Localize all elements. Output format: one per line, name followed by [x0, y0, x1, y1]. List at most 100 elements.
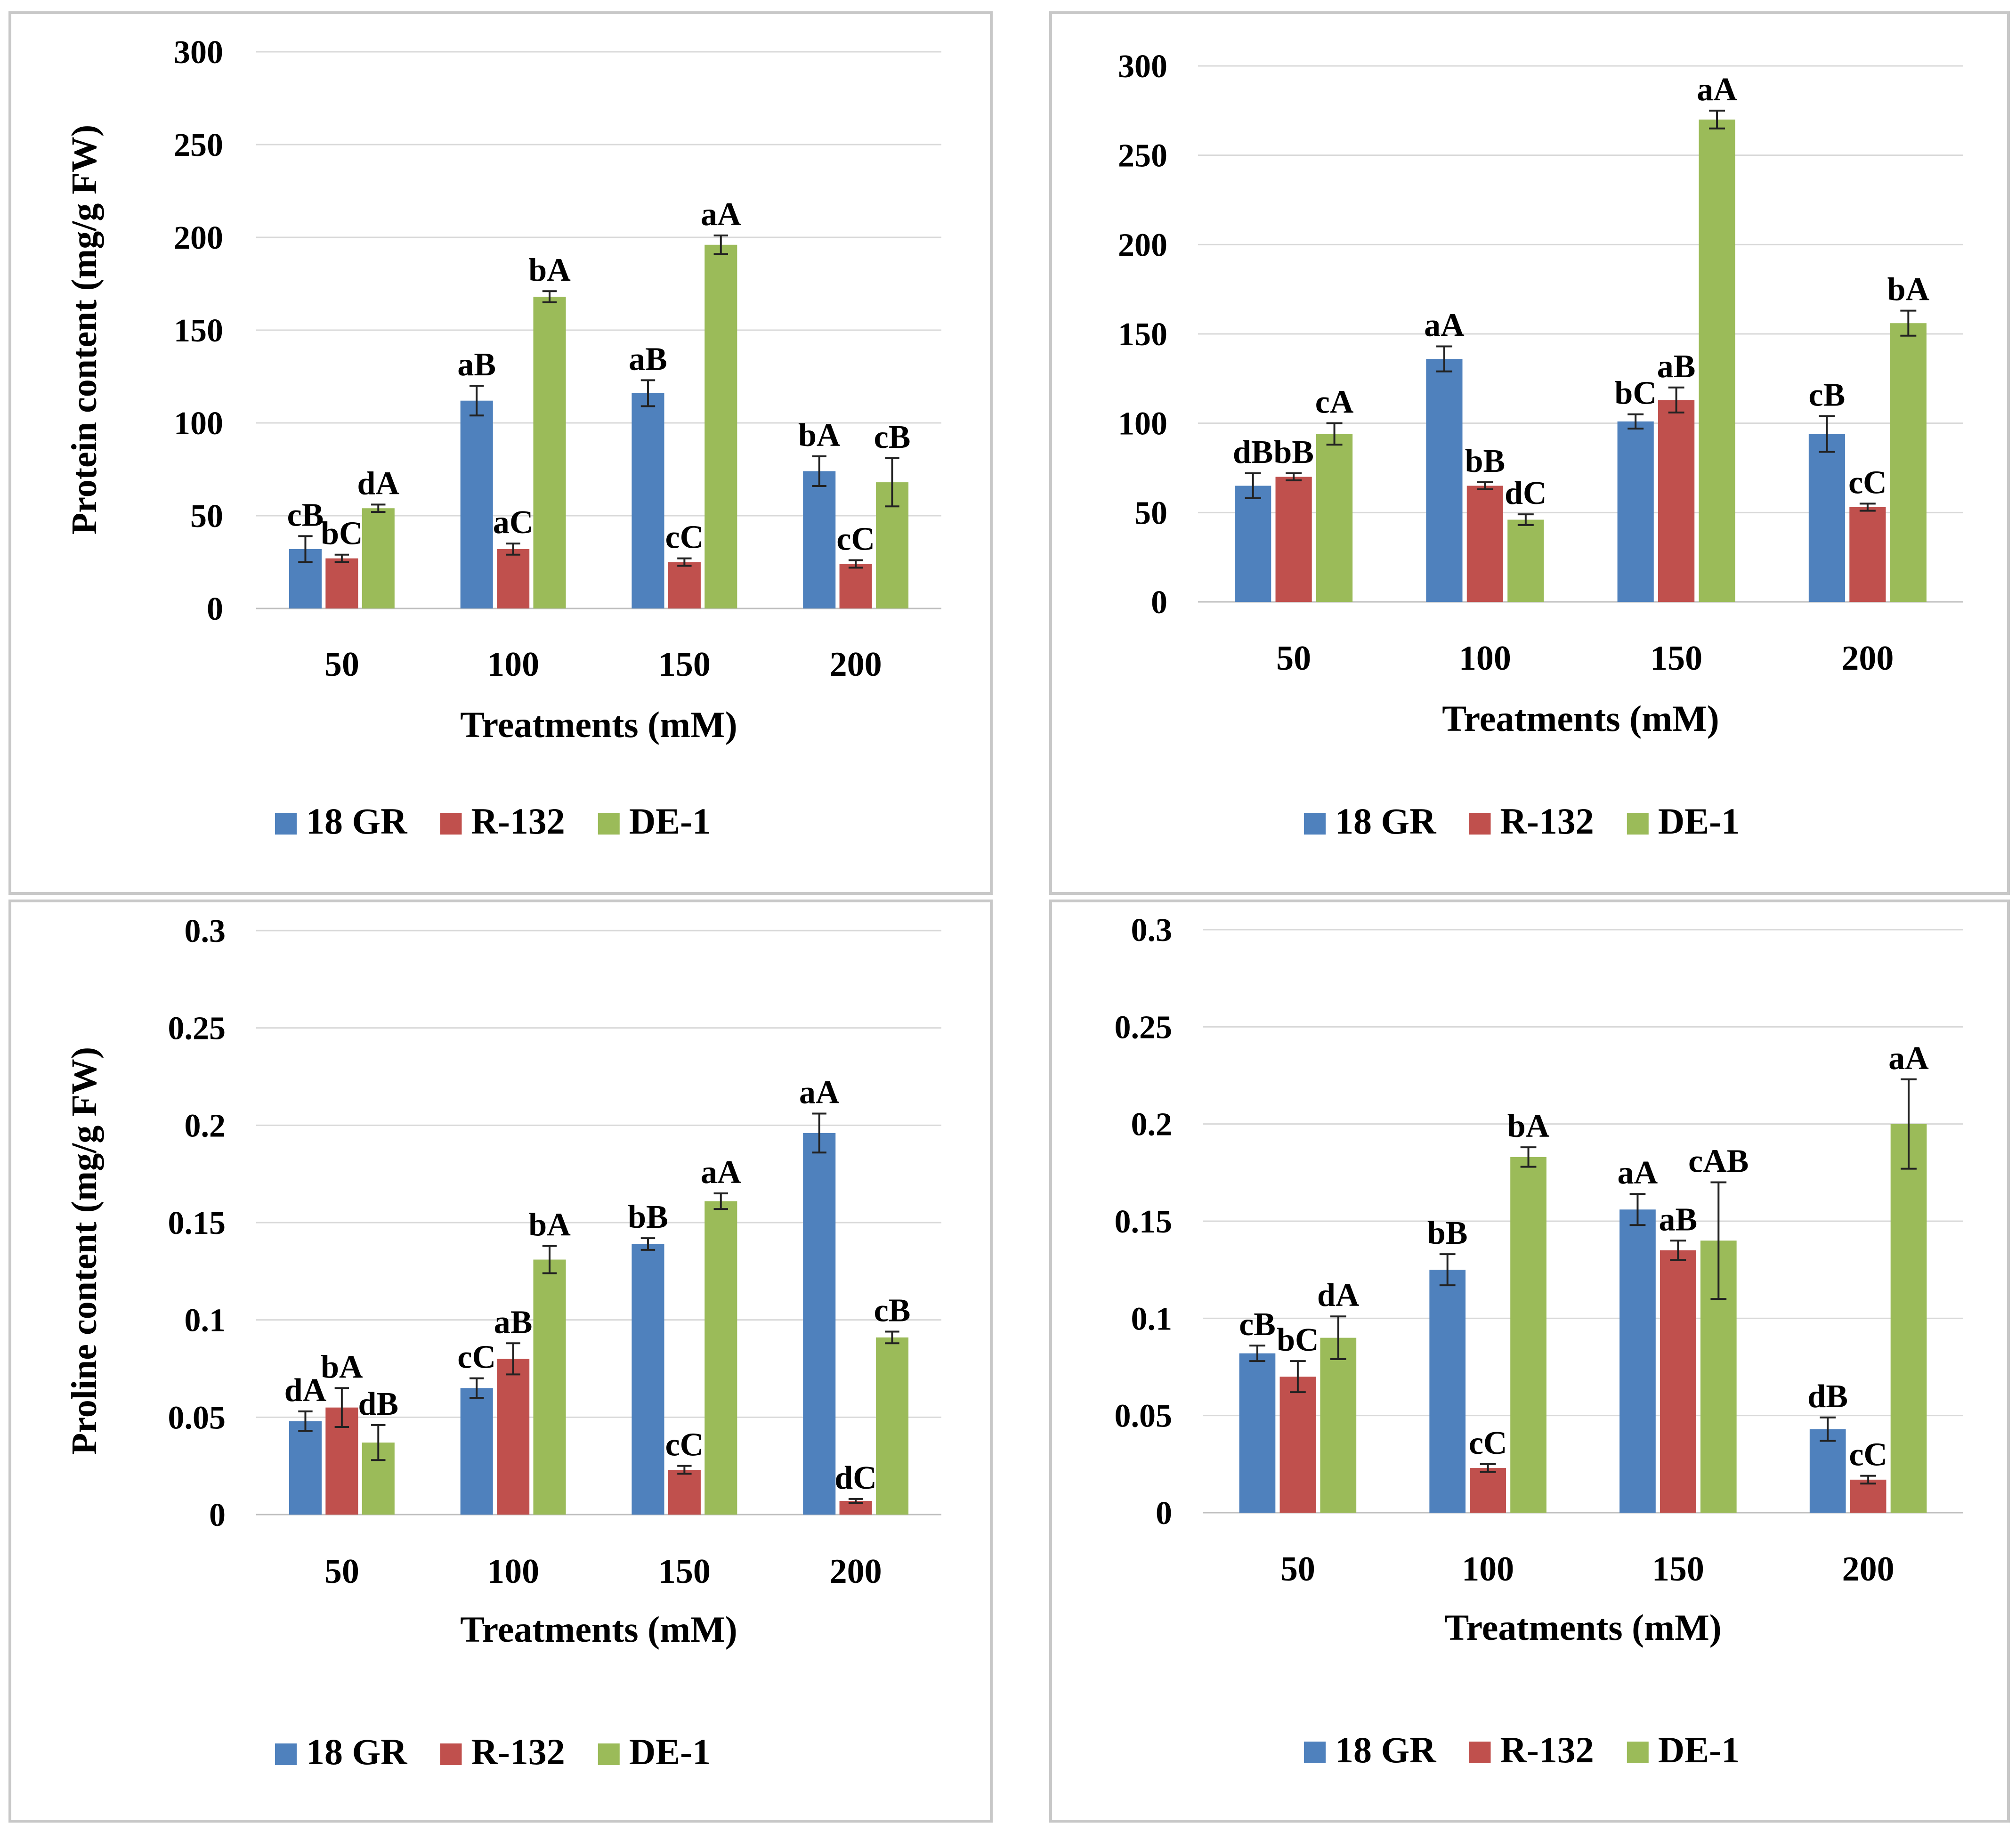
bar [1470, 1468, 1506, 1513]
legend-label: R-132 [471, 1731, 565, 1772]
chart-svg: 00.050.10.150.20.250.350dAbAdB100cCaBbA1… [65, 913, 941, 1772]
x-tick-label: 50 [1280, 1550, 1315, 1589]
legend-swatch [598, 1743, 620, 1765]
chart-panel-proline-left: 0 0.05 0.1 0.15 0.2 0.25 0.3 50 dA bA dB 100 cC aB bA 1… [8, 900, 993, 1823]
legend-label: 18 GR [1335, 801, 1437, 842]
bar [632, 1244, 664, 1515]
x-tick-label: 50 [1276, 639, 1311, 678]
legend-swatch [440, 1743, 462, 1765]
x-tick-label: 150 [1650, 639, 1702, 678]
data-label: bB [1273, 434, 1314, 470]
data-label: bB [1465, 443, 1506, 479]
bar [1699, 119, 1735, 602]
y-tick-label: 0 [209, 1497, 226, 1533]
y-tick-label: 0 [1156, 1495, 1172, 1532]
y-tick-label: 150 [174, 313, 223, 349]
data-label: dC [834, 1460, 876, 1496]
legend-swatch [1469, 1742, 1491, 1763]
x-tick-label: 200 [830, 1552, 882, 1591]
bar [362, 508, 395, 608]
data-label: bA [1887, 272, 1930, 308]
y-tick-label: 50 [190, 498, 223, 535]
data-label: cC [665, 519, 704, 556]
y-tick-label: 200 [1118, 227, 1167, 263]
y-tick-label: 50 [1134, 495, 1167, 531]
bar [1660, 1250, 1696, 1513]
data-label: cC [457, 1339, 496, 1376]
data-label: dC [1505, 475, 1546, 511]
legend-label: DE-1 [629, 1731, 711, 1772]
data-label: bB [1427, 1215, 1468, 1251]
data-label: bC [1614, 375, 1656, 412]
bar [1619, 1209, 1656, 1513]
legend-label: DE-1 [1658, 801, 1740, 842]
x-tick-label: 50 [324, 1552, 359, 1591]
y-tick-label: 0.05 [168, 1400, 226, 1436]
legend-label: 18 GR [1335, 1729, 1437, 1770]
bar [1429, 1270, 1466, 1513]
bar [1279, 1377, 1316, 1513]
data-label: cC [1849, 1437, 1887, 1473]
data-label: cC [836, 521, 875, 558]
y-tick-label: 300 [1118, 49, 1167, 85]
data-label: bA [321, 1349, 363, 1385]
legend: 18 GR R-132 DE-1 [275, 801, 711, 842]
legend-swatch [1304, 813, 1326, 835]
data-label: aB [1657, 349, 1696, 385]
x-tick-label: 100 [487, 645, 539, 684]
legend-label: 18 GR [306, 801, 408, 842]
bar [1239, 1353, 1276, 1513]
bar [533, 1259, 566, 1515]
bar [803, 471, 836, 608]
bar [1890, 323, 1927, 602]
y-tick-label: 0.2 [185, 1108, 226, 1144]
chart-panel-proline-right: 0 0.05 0.1 0.15 0.2 0.25 0.3 50 cB bC dA 100 bB cC bA 1… [1049, 900, 2010, 1823]
bar [668, 562, 701, 608]
bar [1850, 1479, 1886, 1513]
data-label: cC [1848, 464, 1887, 501]
y-tick-label: 0.1 [185, 1303, 226, 1339]
data-label: aC [493, 504, 534, 541]
data-label: dB [1233, 434, 1273, 470]
bar [1320, 1338, 1357, 1513]
y-axis-label: Protein content (mg/g FW) [65, 125, 104, 535]
data-label: aA [1424, 308, 1465, 344]
legend-label: R-132 [471, 801, 565, 842]
bar [1809, 1429, 1846, 1513]
bar [1235, 486, 1271, 602]
data-label: aB [1659, 1201, 1698, 1238]
data-label: cB [287, 497, 324, 533]
y-tick-label: 0.1 [1131, 1301, 1173, 1337]
bar [460, 400, 493, 608]
legend-label: DE-1 [1658, 1729, 1740, 1770]
bar [497, 1359, 530, 1515]
data-label: dA [1317, 1277, 1360, 1313]
legend-swatch [440, 813, 462, 835]
legend-label: R-132 [1500, 801, 1594, 842]
bar [1808, 434, 1846, 602]
chart-svg: 0 0.05 0.1 0.15 0.2 0.25 0.3 50 cB bC dA 100 bB cC bA 1… [1115, 912, 1963, 1770]
y-tick-label: 0.3 [185, 913, 226, 949]
data-label: bC [1277, 1322, 1319, 1358]
bar [533, 297, 566, 608]
data-label: cB [1239, 1306, 1276, 1343]
data-label: aA [799, 1075, 840, 1111]
legend: 18 GR R-132 DE-1 [1304, 1729, 1740, 1770]
legend-swatch [1469, 813, 1491, 835]
data-label: bB [628, 1199, 668, 1235]
bar [1658, 400, 1695, 602]
x-tick-label: 150 [1652, 1550, 1704, 1589]
data-label: cB [874, 1292, 911, 1329]
bar [1890, 1124, 1927, 1513]
legend-swatch [275, 1743, 297, 1765]
x-tick-label: 200 [1842, 1550, 1895, 1589]
x-tick-label: 100 [487, 1552, 539, 1591]
bar [632, 393, 664, 608]
legend-swatch [598, 813, 620, 835]
data-label: bC [321, 516, 363, 552]
x-tick-label: 100 [1462, 1550, 1514, 1589]
data-label: dB [358, 1386, 398, 1422]
x-tick-label: 200 [1841, 639, 1894, 678]
data-label: cB [1809, 377, 1846, 413]
data-label: cC [1469, 1425, 1507, 1461]
